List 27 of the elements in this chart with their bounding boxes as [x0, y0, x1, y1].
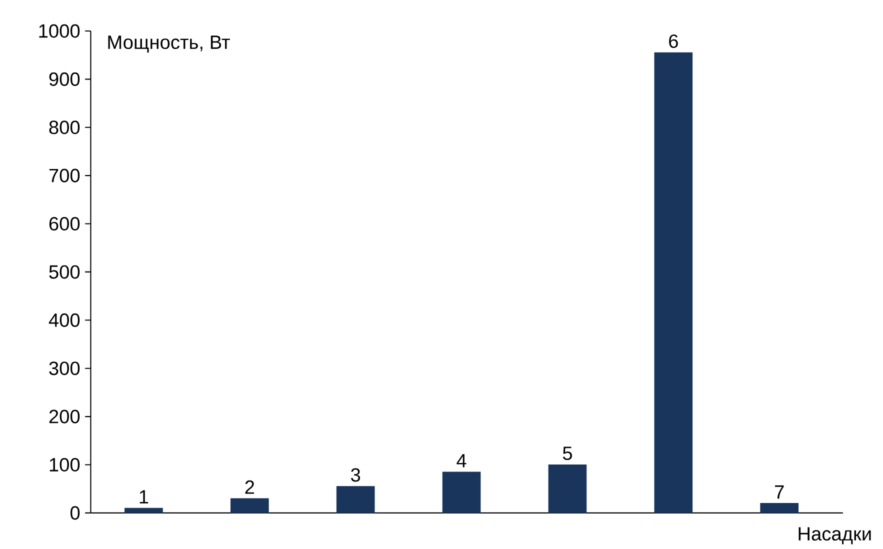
y-tick-label: 0: [70, 506, 80, 520]
y-tick-label: 500: [49, 265, 80, 279]
x-tick-label: 6: [669, 34, 678, 48]
bar: [760, 503, 799, 514]
bar: [124, 508, 163, 514]
bar: [548, 464, 587, 514]
bar: [336, 486, 375, 514]
x-tick-label: 7: [775, 486, 784, 499]
y-tick-label: 400: [48, 313, 80, 328]
y-axis-title: Мощность, Вт: [108, 36, 230, 53]
y-tick-label: 300: [49, 362, 80, 376]
bar: [230, 498, 269, 514]
y-tick-label: 100: [50, 458, 80, 472]
y-tick-label: 800: [49, 120, 80, 134]
bar: [654, 52, 693, 514]
x-axis-title: Насадки: [798, 527, 871, 544]
bar: [442, 472, 481, 514]
y-tick-label: 900: [49, 72, 80, 86]
x-tick-label: 5: [562, 446, 572, 460]
x-tick-label: 1: [140, 490, 148, 504]
y-tick-label: 1000: [39, 24, 80, 38]
y-tick-label: 700: [49, 168, 80, 182]
x-tick-label: 3: [350, 468, 360, 482]
y-tick-label: 600: [49, 217, 80, 231]
x-tick-label: 4: [456, 454, 466, 468]
y-tick-label: 200: [49, 410, 80, 424]
x-tick-label: 2: [245, 480, 254, 494]
